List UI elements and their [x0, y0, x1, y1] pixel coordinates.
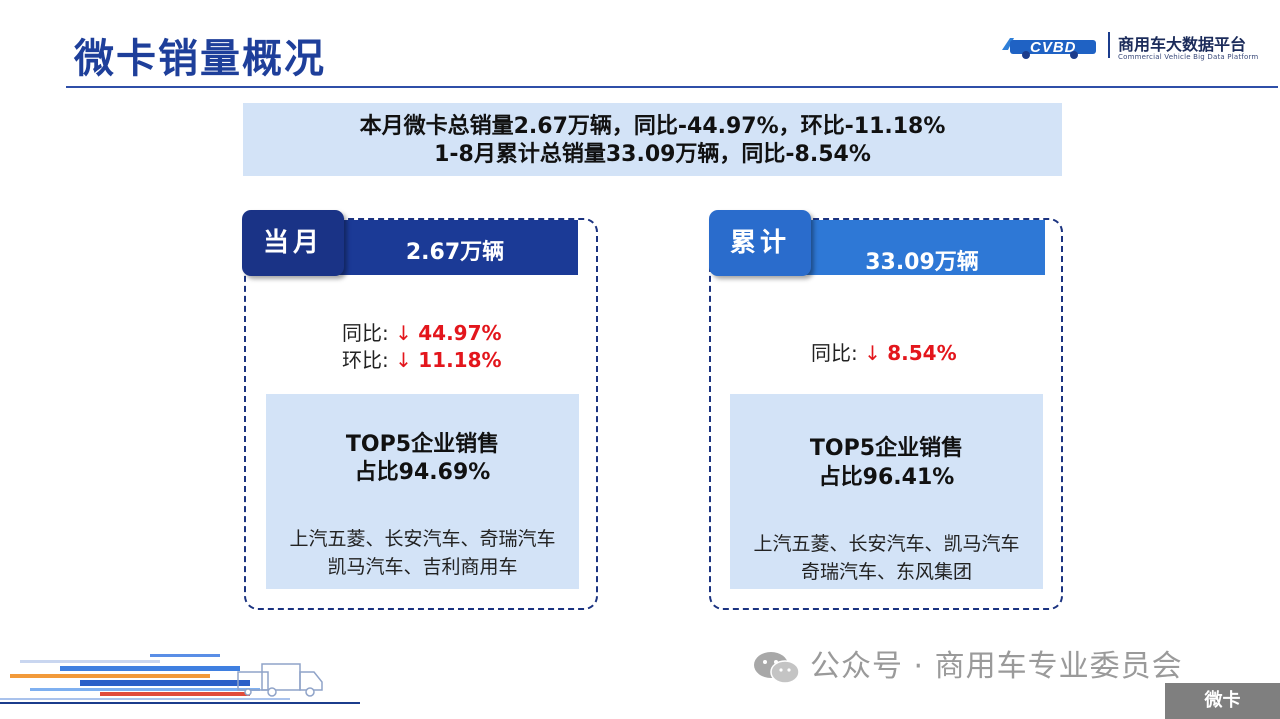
cumulative-top5-companies-line1: 上汽五菱、长安汽车、凯马汽车	[753, 533, 1020, 555]
mom-label: 环比:	[342, 348, 396, 372]
section-tag: 微卡	[1165, 683, 1280, 719]
cumulative-card: 33.09万辆 累计 同比: ↓ 8.54% TOP5企业销售 占比96.41%…	[709, 210, 1063, 610]
month-yoy-stat: 同比: ↓ 44.97%	[342, 320, 502, 346]
truck-speed-graphic	[0, 654, 360, 704]
cvbd-logo-icon: CVBD	[1002, 38, 1096, 59]
month-tab: 当月	[242, 210, 344, 276]
cumulative-sales-value: 33.09万辆	[865, 250, 979, 275]
summary-banner: 本月微卡总销量2.67万辆，同比-44.97%，环比-11.18% 1-8月累计…	[243, 103, 1062, 176]
summary-line-month: 本月微卡总销量2.67万辆，同比-44.97%，环比-11.18%	[359, 114, 946, 139]
month-mom-stat: 环比: ↓ 11.18%	[342, 347, 502, 373]
cumulative-yoy-stat: 同比: ↓ 8.54%	[811, 340, 957, 366]
logo-separator	[1108, 32, 1110, 58]
title-divider	[66, 86, 1278, 88]
summary-line-cumulative: 1-8月累计总销量33.09万辆，同比-8.54%	[434, 142, 871, 167]
month-top5-title: TOP5企业销售	[345, 432, 500, 457]
month-top5-companies-line1: 上汽五菱、长安汽车、奇瑞汽车	[289, 528, 556, 550]
watermark-text: 公众号 · 商用车专业委员会	[810, 649, 1183, 684]
down-arrow-icon: ↓	[395, 348, 412, 372]
platform-logo: CVBD 商用车大数据平台 Commercial Vehicle Big Dat…	[1000, 28, 1270, 68]
month-top5-panel: TOP5企业销售 占比94.69% 上汽五菱、长安汽车、奇瑞汽车 凯马汽车、吉利…	[266, 394, 579, 589]
cumulative-top5-title: TOP5企业销售	[809, 436, 964, 461]
month-mom-value: 11.18%	[418, 348, 502, 372]
page-title: 微卡销量概况	[74, 36, 326, 82]
cumulative-value-band	[799, 220, 1045, 275]
cumulative-tab: 累计	[709, 210, 811, 276]
yoy-label: 同比:	[342, 321, 396, 345]
down-arrow-icon: ↓	[864, 341, 881, 365]
month-sales-value: 2.67万辆	[405, 240, 505, 265]
logo-name-cn: 商用车大数据平台	[1118, 35, 1247, 54]
down-arrow-icon: ↓	[395, 321, 412, 345]
cumulative-top5-share: 占比96.41%	[818, 465, 955, 490]
cumulative-yoy-value: 8.54%	[887, 341, 957, 365]
month-card: 2.67万辆 当月 同比: ↓ 44.97% 环比: ↓ 11.18% TOP5…	[242, 210, 598, 610]
logo-mark-text: CVBD	[1030, 39, 1077, 56]
wechat-icon	[754, 652, 800, 684]
cumulative-top5-companies-line2: 奇瑞汽车、东风集团	[800, 561, 972, 583]
month-top5-companies-line2: 凯马汽车、吉利商用车	[327, 556, 518, 578]
logo-name-en: Commercial Vehicle Big Data Platform	[1118, 53, 1259, 61]
month-value-band	[332, 220, 578, 275]
yoy-label: 同比:	[811, 341, 865, 365]
cumulative-top5-panel: TOP5企业销售 占比96.41% 上汽五菱、长安汽车、凯马汽车 奇瑞汽车、东风…	[730, 394, 1043, 589]
truck-icon	[237, 663, 323, 697]
month-top5-share: 占比94.69%	[354, 460, 491, 485]
month-yoy-value: 44.97%	[418, 321, 502, 345]
